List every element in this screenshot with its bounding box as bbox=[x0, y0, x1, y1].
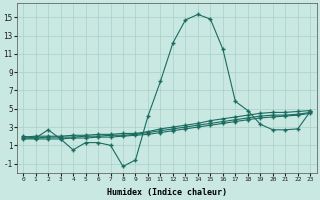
X-axis label: Humidex (Indice chaleur): Humidex (Indice chaleur) bbox=[107, 188, 227, 197]
